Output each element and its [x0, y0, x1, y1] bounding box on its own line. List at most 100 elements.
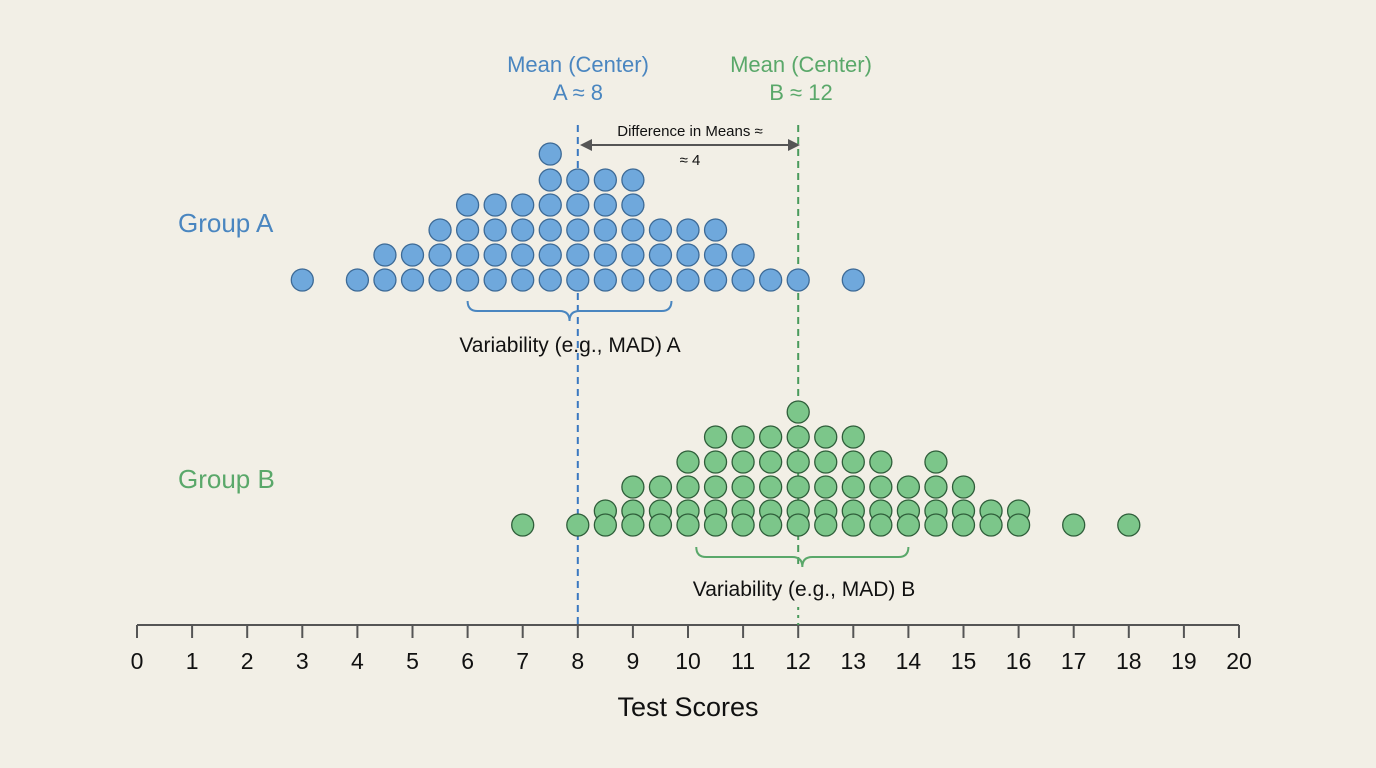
- group-a-dot: [593, 193, 617, 217]
- group-a-dot: [455, 268, 480, 292]
- group-a-dot: [621, 268, 645, 292]
- group-a-dot: [400, 243, 425, 267]
- group-b-dot: [896, 513, 921, 537]
- group-b-dot: [1062, 513, 1086, 537]
- group-b-dot: [786, 450, 810, 474]
- group-b-label: Group B: [178, 464, 275, 494]
- group-a-dot: [703, 218, 728, 242]
- group-a-dots: [290, 142, 865, 292]
- x-tick-label: 3: [296, 648, 309, 674]
- group-b-dot: [979, 513, 1003, 537]
- variability-brace-b: [695, 546, 910, 568]
- group-b-dot: [676, 450, 700, 474]
- group-b-dot: [814, 425, 838, 449]
- x-axis-label: Test Scores: [617, 692, 758, 722]
- group-b-dot: [814, 513, 838, 537]
- group-b-dot: [759, 425, 783, 449]
- group-a-dot: [400, 268, 425, 292]
- group-a-dot: [566, 218, 590, 242]
- group-b-dot: [869, 450, 893, 474]
- group-a-dot: [731, 243, 755, 267]
- x-tick-label: 2: [241, 648, 254, 674]
- x-axis: 0 1 2 3 4 5 6 7 8 9 10 11 12 13 14 15 16 17 18 19 20: [131, 624, 1252, 674]
- group-b-dot: [841, 513, 865, 537]
- difference-label-line2: ≈ 4: [680, 152, 701, 169]
- x-tick-label: 6: [461, 648, 474, 674]
- group-a-dot: [538, 243, 562, 267]
- group-b-dot: [786, 425, 810, 449]
- x-tick-label: 12: [785, 648, 811, 674]
- group-a-dot: [676, 218, 700, 242]
- group-a-dot: [566, 193, 590, 217]
- group-a-dot: [511, 268, 535, 292]
- group-b-dot: [731, 513, 755, 537]
- group-b-dot: [786, 400, 810, 424]
- group-a-dot: [455, 243, 480, 267]
- group-b-dot: [1006, 513, 1031, 537]
- group-a-dot: [538, 218, 562, 242]
- group-b-dot: [951, 475, 976, 499]
- group-a-dot: [648, 243, 673, 267]
- x-tick-label: 19: [1171, 648, 1197, 674]
- x-tick-label: 20: [1226, 648, 1252, 674]
- x-tick-label: 10: [675, 648, 701, 674]
- group-b-dot: [648, 475, 673, 499]
- group-b-dot: [703, 475, 728, 499]
- mean-label-a-line1: Mean (Center): [507, 52, 649, 77]
- group-b-dot: [566, 513, 590, 537]
- group-a-dot: [538, 268, 562, 292]
- group-a-dot: [648, 268, 673, 292]
- group-a-dot: [483, 243, 507, 267]
- mean-label-b-line2: B ≈ 12: [769, 80, 832, 105]
- x-tick-label: 17: [1061, 648, 1087, 674]
- group-a-dot: [621, 218, 645, 242]
- variability-brace-a: [466, 300, 673, 322]
- group-b-dots: [511, 400, 1141, 537]
- group-b-dot: [786, 513, 810, 537]
- group-a-dot: [676, 268, 700, 292]
- group-b-dot: [924, 450, 948, 474]
- group-b-dot: [814, 475, 838, 499]
- group-a-dot: [759, 268, 783, 292]
- group-a-dot: [538, 142, 562, 166]
- x-tick-label: 0: [131, 648, 144, 674]
- group-a-dot: [593, 218, 617, 242]
- x-tick-label: 11: [731, 648, 755, 674]
- group-b-dot: [731, 450, 755, 474]
- mean-label-a-line2: A ≈ 8: [553, 80, 603, 105]
- group-b-dot: [731, 425, 755, 449]
- x-tick-label: 7: [516, 648, 529, 674]
- group-b-dot: [896, 475, 921, 499]
- group-a-dot: [621, 243, 645, 267]
- group-a-dot: [428, 218, 452, 242]
- group-a-dot: [538, 193, 562, 217]
- variability-label-a: Variability (e.g., MAD) A: [459, 334, 680, 357]
- x-tick-label: 18: [1116, 648, 1142, 674]
- group-a-dot: [786, 268, 810, 292]
- group-b-dot: [621, 513, 645, 537]
- group-a-dot: [538, 168, 562, 192]
- group-a-label: Group A: [178, 208, 274, 238]
- group-a-dot: [483, 193, 507, 217]
- group-a-dot: [566, 268, 590, 292]
- x-tick-label: 14: [896, 648, 922, 674]
- group-b-dot: [841, 450, 865, 474]
- group-a-dot: [483, 268, 507, 292]
- group-b-dot: [703, 425, 728, 449]
- group-a-dot: [428, 243, 452, 267]
- x-tick-label: 8: [571, 648, 584, 674]
- variability-braces: [466, 300, 910, 568]
- group-a-dot: [731, 268, 755, 292]
- group-b-dot: [841, 475, 865, 499]
- group-a-dot: [373, 268, 397, 292]
- group-b-dot: [924, 513, 948, 537]
- x-tick-label: 9: [627, 648, 640, 674]
- x-tick-label: 15: [951, 648, 977, 674]
- group-a-dot: [511, 193, 535, 217]
- group-a-dot: [676, 243, 700, 267]
- group-a-dot: [566, 168, 590, 192]
- group-a-dot: [345, 268, 370, 292]
- group-b-dot: [511, 513, 535, 537]
- group-b-dot: [759, 475, 783, 499]
